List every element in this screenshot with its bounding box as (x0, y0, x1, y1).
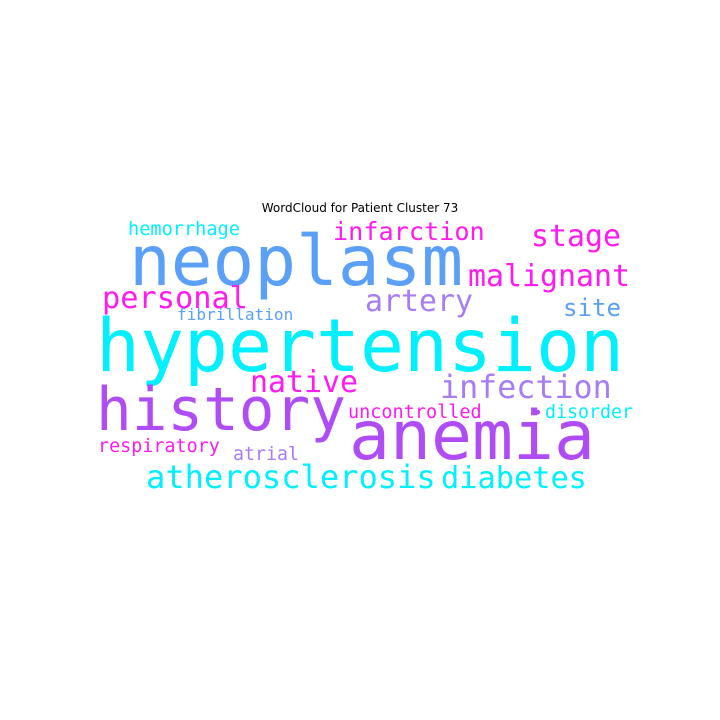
word-respiratory: respiratory (98, 436, 220, 457)
word-malignant: malignant (468, 259, 630, 294)
word-stage: stage (531, 219, 621, 254)
word-atrial: atrial (233, 444, 299, 465)
word-fibrillation: fibrillation (177, 305, 293, 324)
word-anemia: anemia (349, 397, 595, 476)
word-neoplasm: neoplasm (129, 222, 463, 302)
word-native: native (250, 365, 358, 400)
word-hemorrhage: hemorrhage (128, 219, 240, 240)
word-atherosclerosis: atherosclerosis (146, 458, 436, 496)
word-diabetes: diabetes (441, 461, 587, 496)
word-personal: personal (102, 281, 248, 316)
word-disorder: disorder (545, 402, 633, 423)
word-dot: • (533, 403, 543, 422)
word-infarction: infarction (333, 217, 485, 246)
word-uncontrolled: uncontrolled (348, 402, 482, 423)
word-hypertension: hypertension (96, 304, 624, 389)
word-site: site (563, 294, 621, 322)
word-history: history (96, 375, 346, 444)
word-infection: infection (440, 370, 612, 406)
word-artery: artery (365, 284, 473, 319)
chart-title: WordCloud for Patient Cluster 73 (261, 201, 459, 215)
